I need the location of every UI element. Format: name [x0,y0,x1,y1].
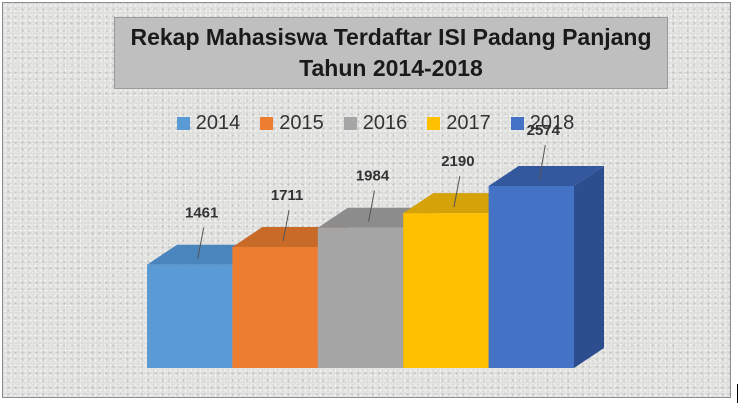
data-label-2016: 1984 [356,168,390,185]
leader-line-2014 [197,227,205,259]
leader-line-2015 [282,209,290,242]
bar-side-2018 [574,166,604,368]
legend-label-2017: 2017 [446,111,491,134]
leader-line-2018 [538,144,546,181]
data-label-2015: 1711 [271,187,304,204]
legend-item-2016: 2016 [343,111,408,135]
legend-item-2015: 2015 [260,112,324,135]
bar-top-2018 [488,166,604,186]
leader-line-2016 [368,190,375,222]
chart-legend: 2014 2015 2016 2017 2018 [0,108,741,138]
legend-label-2016: 2016 [362,111,408,134]
bar-front-2014 [147,264,233,368]
legend-swatch-2017 [427,116,441,130]
legend-swatch-2018 [510,116,524,130]
bar-front-2018 [488,186,574,368]
bar-front-2016 [317,227,404,368]
bar-front-2015 [232,247,318,368]
legend-swatch-2014 [176,116,190,130]
legend-item-2014: 2014 [176,111,241,135]
text-cursor [737,384,738,403]
leader-line-2017 [453,176,461,208]
legend-label-2014: 2014 [195,111,241,134]
legend-label-2018: 2018 [529,111,575,134]
legend-item-2017: 2017 [427,112,491,135]
legend-label-2015: 2015 [279,111,324,134]
legend-swatch-2016 [343,116,357,130]
legend-item-2018: 2018 [510,111,575,135]
chart-title: Rekap Mahasiswa Terdaftar ISI Padang Pan… [130,24,652,50]
data-label-2017: 2190 [441,153,474,170]
bar-front-2017 [403,213,489,368]
data-label-2014: 1461 [185,205,218,222]
legend-swatch-2015 [260,116,274,130]
bar-2018 [488,166,604,368]
chart-subtitle: Tahun 2014-2018 [299,55,483,81]
chart-title-box: Rekap Mahasiswa Terdaftar ISI Padang Pan… [114,17,668,89]
data-label-2018: 2574 [527,122,561,139]
